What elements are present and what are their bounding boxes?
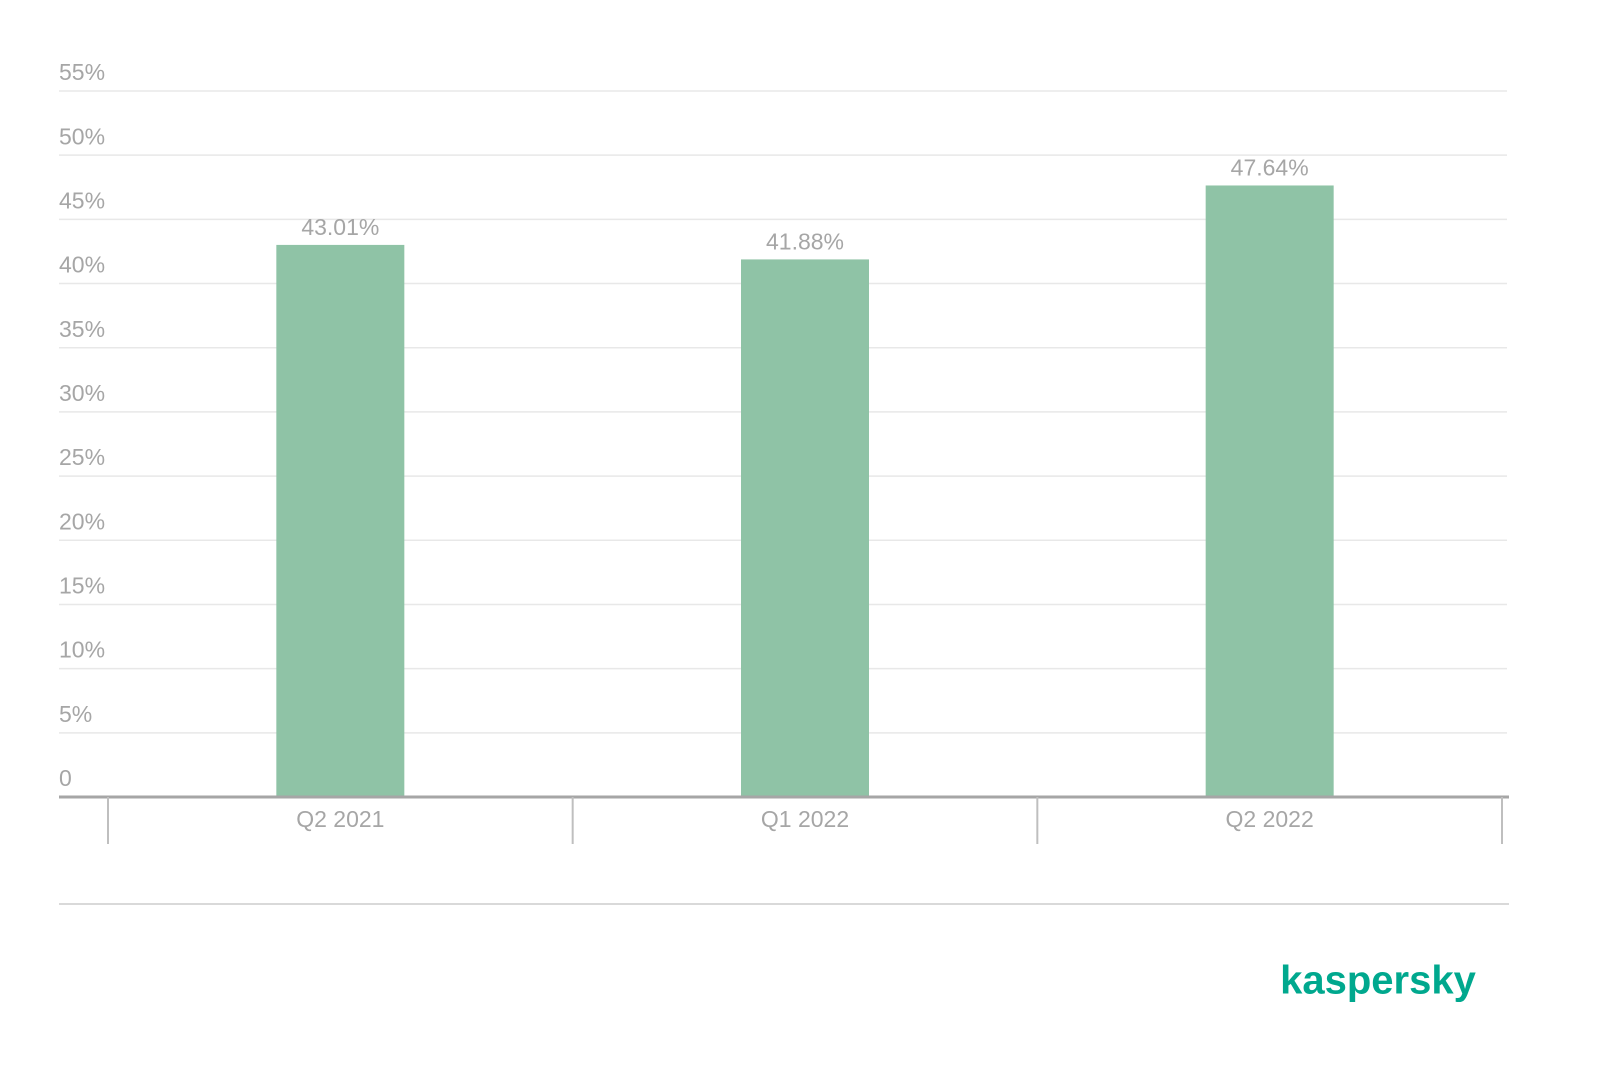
y-tick-label: 20% [59, 508, 105, 534]
y-tick-label: 0 [59, 765, 72, 791]
y-tick-label: 35% [59, 316, 105, 342]
y-tick-label: 40% [59, 252, 105, 278]
value-label: 43.01% [301, 214, 379, 240]
y-tick-label: 50% [59, 123, 105, 149]
bar [741, 259, 869, 797]
y-tick-label: 15% [59, 573, 105, 599]
y-tick-label: 25% [59, 444, 105, 470]
value-label: 41.88% [766, 228, 844, 254]
x-tick-label: Q2 2022 [1226, 806, 1314, 832]
y-tick-label: 30% [59, 380, 105, 406]
value-label: 47.64% [1231, 155, 1309, 181]
y-tick-label: 10% [59, 637, 105, 663]
logo: kaspersky [1280, 959, 1476, 1003]
bar [276, 244, 405, 797]
y-tick-label: 55% [59, 59, 105, 85]
x-tick-label: Q2 2021 [296, 806, 384, 832]
bar [1205, 185, 1334, 797]
y-tick-label: 45% [59, 187, 105, 213]
x-tick-label: Q1 2022 [761, 806, 849, 832]
y-tick-label: 5% [59, 701, 92, 727]
